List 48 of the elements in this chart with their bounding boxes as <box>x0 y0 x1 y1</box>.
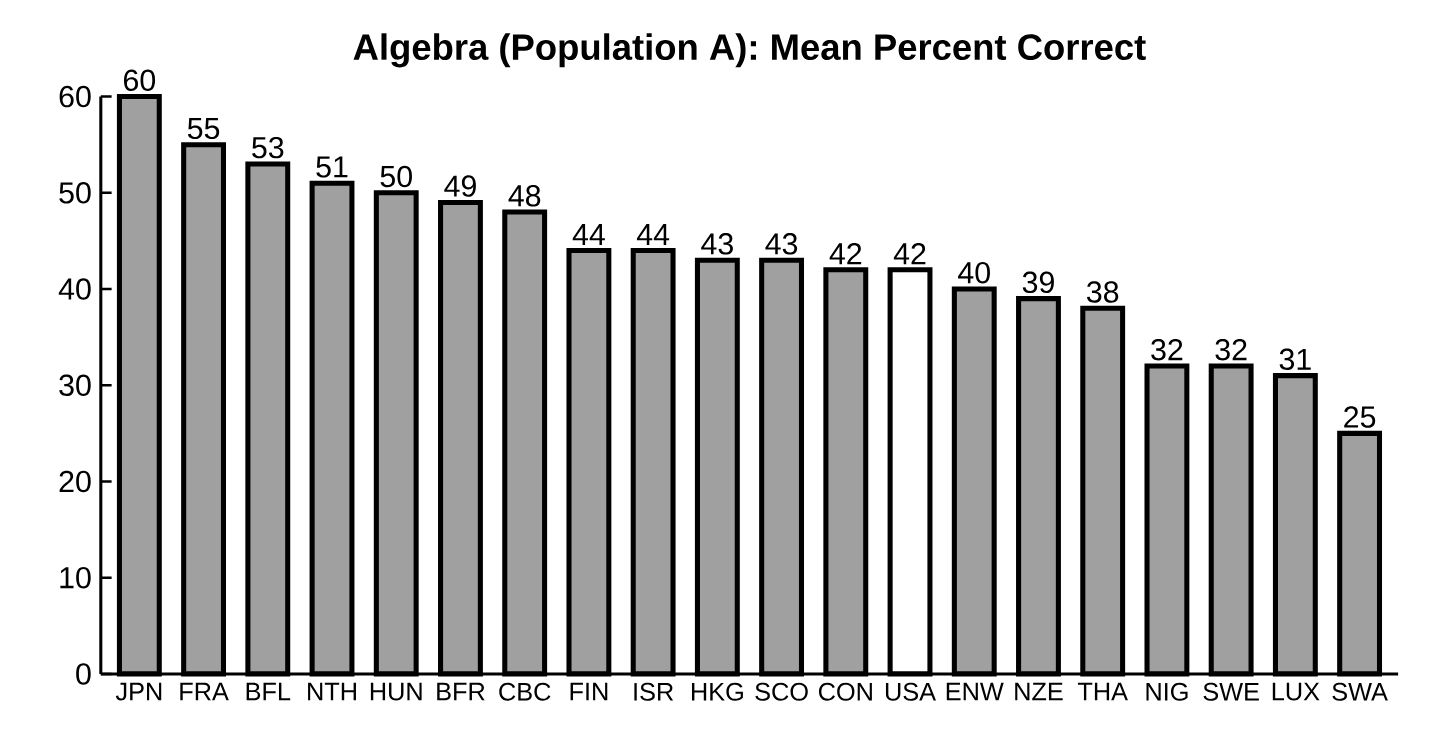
data-label: 25 <box>1344 406 1376 428</box>
data-label: 42 <box>893 242 926 265</box>
y-tick-label: 40 <box>58 278 91 300</box>
x-tick-label: JPN <box>115 682 162 701</box>
data-label: 32 <box>1151 338 1183 361</box>
data-label: 42 <box>829 242 862 265</box>
x-tick-label: CBC <box>499 682 551 701</box>
data-label: 53 <box>252 136 284 159</box>
data-label: 49 <box>444 175 476 197</box>
y-tick-label: 0 <box>76 663 91 685</box>
x-tick-label: HUN <box>370 682 422 701</box>
y-tick-label: 20 <box>59 470 91 493</box>
x-tick-label: USA <box>885 682 936 701</box>
x-tick-label: SCO <box>755 682 808 701</box>
data-label: 38 <box>1086 281 1119 303</box>
data-label: 44 <box>572 224 605 245</box>
x-tick-label: HKG <box>692 682 743 701</box>
y-tick-label: 60 <box>59 85 91 108</box>
data-label: 40 <box>958 261 990 284</box>
data-label: 44 <box>636 224 670 245</box>
x-tick-label: ISR <box>634 682 674 701</box>
x-tick-label: FRA <box>180 682 229 701</box>
x-tick-label: LUX <box>1272 682 1320 701</box>
y-tick-label: 10 <box>60 566 91 589</box>
data-label: 31 <box>1279 348 1311 370</box>
data-label: 43 <box>701 233 733 255</box>
data-label: 43 <box>765 233 798 255</box>
data-label: 50 <box>380 165 412 188</box>
x-tick-label: CON <box>818 682 872 701</box>
data-label: 51 <box>316 156 348 178</box>
data-label: 39 <box>1022 271 1054 294</box>
x-tick-label: SWA <box>1332 682 1388 701</box>
x-tick-label: BFL <box>246 682 291 701</box>
x-tick-label: NTH <box>308 682 356 701</box>
x-tick-label: ENW <box>946 682 1004 701</box>
x-tick-label: NZE <box>1015 682 1063 701</box>
x-tick-label: THA <box>1077 682 1128 701</box>
data-label: 60 <box>124 69 156 91</box>
y-tick-label: 50 <box>59 182 91 204</box>
y-tick-label: 30 <box>59 374 91 396</box>
data-label: 55 <box>187 117 220 140</box>
x-tick-label: BFR <box>437 682 485 701</box>
x-tick-label: SWE <box>1203 682 1259 701</box>
chart-title: Algebra (Population A): Mean Percent Correct <box>353 33 1146 68</box>
x-tick-label: NIG <box>1146 682 1188 701</box>
x-tick-label: FIN <box>570 682 608 701</box>
data-label: 32 <box>1215 338 1247 361</box>
data-label: 48 <box>508 184 541 207</box>
